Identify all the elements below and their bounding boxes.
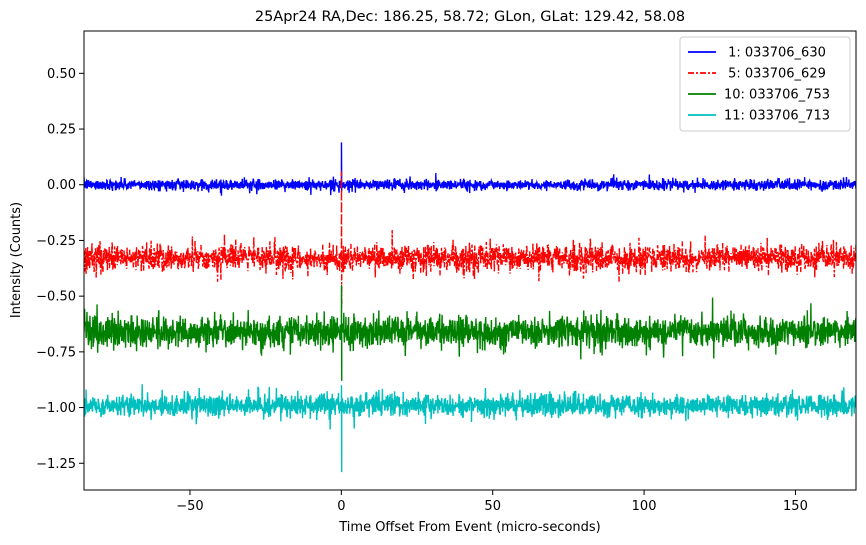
- y-tick-label: −0.50: [36, 290, 76, 305]
- legend-label-4: 11: 033706_713: [724, 109, 830, 124]
- y-tick-label: 0.50: [47, 67, 76, 82]
- series-line-4: [84, 384, 856, 473]
- x-tick-label: 0: [337, 499, 345, 514]
- series-line-1: [84, 142, 856, 196]
- legend-label-1: 1: 033706_630: [724, 46, 826, 61]
- x-tick-label: 50: [484, 499, 501, 514]
- x-tick-label: 150: [783, 499, 808, 514]
- series-line-3: [84, 285, 856, 381]
- y-tick-label: −0.75: [36, 345, 76, 360]
- y-tick-label: 0.25: [47, 123, 76, 138]
- x-axis-label: Time Offset From Event (micro-seconds): [338, 520, 601, 535]
- legend-label-3: 10: 033706_753: [724, 88, 830, 103]
- series-line-2: [84, 171, 856, 308]
- y-axis: 0.50 0.25 0.00 −0.25 −0.50 −0.75 −1.00 −1.25: [36, 67, 84, 472]
- legend-label-2: 5: 033706_629: [724, 67, 826, 82]
- x-tick-label: −50: [176, 499, 203, 514]
- y-tick-label: −1.00: [36, 401, 76, 416]
- y-tick-label: 0.00: [47, 178, 76, 193]
- plot-area: [84, 142, 856, 473]
- x-axis: −50 0 50 100 150: [176, 490, 808, 514]
- legend: 1: 033706_630 5: 033706_629 10: 033706_75…: [679, 36, 851, 132]
- legend-box: [679, 36, 851, 132]
- y-axis-label: Intensity (Counts): [9, 202, 24, 318]
- chart-title: 25Apr24 RA,Dec: 186.25, 58.72; GLon, GLa…: [255, 9, 685, 25]
- y-tick-label: −1.25: [36, 457, 76, 472]
- x-tick-label: 100: [632, 499, 657, 514]
- y-tick-label: −0.25: [36, 234, 76, 249]
- plot-frame: [83, 30, 857, 491]
